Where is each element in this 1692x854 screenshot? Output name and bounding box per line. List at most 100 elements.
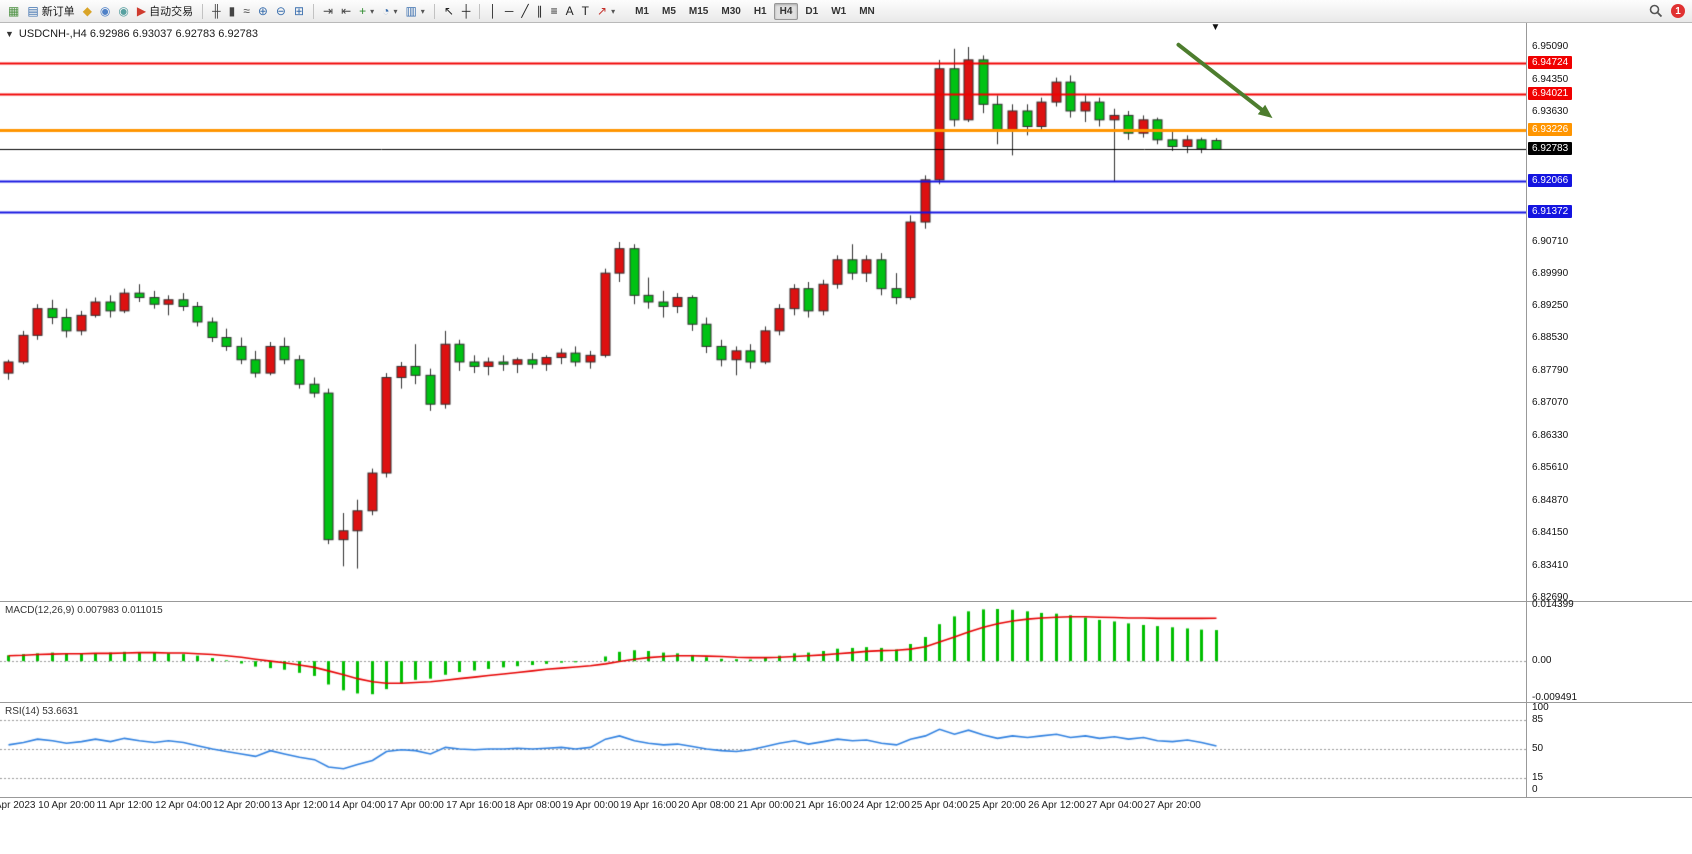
macd-panel: MACD(12,26,9) 0.007983 0.011015 0.014399… bbox=[0, 599, 1692, 704]
rsi-canvas[interactable] bbox=[0, 703, 1526, 797]
crosshair-icon: ┼ bbox=[461, 4, 471, 18]
timeframe-m5[interactable]: M5 bbox=[662, 5, 676, 17]
time-label: 17 Apr 16:00 bbox=[446, 800, 503, 811]
navigator-button[interactable]: ◉ bbox=[114, 2, 132, 21]
timeframe-h1[interactable]: H1 bbox=[753, 5, 767, 17]
trendline-button[interactable]: ╱ bbox=[517, 2, 532, 21]
templates-button[interactable]: ▥ ▾ bbox=[401, 2, 428, 21]
order-form-icon: ▤ bbox=[27, 4, 39, 18]
cursor-icon: ↖ bbox=[443, 4, 454, 18]
play-icon: ▶ bbox=[136, 4, 147, 18]
cursor-button[interactable]: ↖ bbox=[440, 2, 458, 21]
price-tick: 6.87070 bbox=[1532, 397, 1569, 409]
timeframe-m30[interactable]: M30 bbox=[721, 5, 741, 17]
toolbar-right: 1 bbox=[1649, 4, 1688, 18]
horizontal-line-icon: ─ bbox=[504, 4, 514, 18]
rsi-level: 100 bbox=[1532, 702, 1549, 713]
macd-tick: -0.009491 bbox=[1532, 692, 1578, 704]
data-window-button[interactable]: ◉ bbox=[96, 2, 114, 21]
price-tick: 6.86330 bbox=[1532, 430, 1569, 442]
chart-title-text: USDCNH-,H4 6.92986 6.93037 6.92783 6.927… bbox=[18, 28, 259, 40]
macd-tick: 0.00 bbox=[1532, 655, 1552, 667]
zoom-out-button[interactable]: ⊖ bbox=[272, 2, 290, 21]
timeframe-d1[interactable]: D1 bbox=[805, 5, 819, 17]
rsi-level: 50 bbox=[1532, 743, 1544, 754]
auto-trading-button[interactable]: ▶ 自动交易 bbox=[133, 2, 197, 21]
bid-price-label: 6.92783 bbox=[1528, 142, 1573, 156]
rsi-level: 85 bbox=[1532, 714, 1544, 726]
window-footer bbox=[0, 814, 1692, 853]
price-axis[interactable]: 6.95090 6.94350 6.93630 6.90710 6.89990 6.892… bbox=[1526, 23, 1692, 603]
time-label: 12 Apr 04:00 bbox=[155, 800, 212, 811]
toolbar-buttons: ▦ ▤ 新订单 ◆ ◉ ◉ ▶ 自动交易 ╫ ▮ ≈ ⊕ ⊖ ⊞ ⇥ ⇤ + ▾ ◔ ▾ ▥ ▾ ↖ ┼ │ ─ ╱ ∥ ≡ A T ↗ ▾ bbox=[4, 2, 619, 21]
fibonacci-icon: ≡ bbox=[550, 4, 558, 18]
new-chart-button[interactable]: ▦ bbox=[4, 2, 23, 21]
timeframe-m1[interactable]: M1 bbox=[635, 5, 649, 17]
time-label: 21 Apr 00:00 bbox=[737, 800, 794, 811]
time-label: 26 Apr 12:00 bbox=[1028, 800, 1085, 811]
line-price-label: 6.93226 bbox=[1528, 122, 1573, 136]
price-tick: 6.83410 bbox=[1532, 559, 1569, 571]
time-label: 13 Apr 12:00 bbox=[271, 800, 328, 811]
timeframe-m15[interactable]: M15 bbox=[688, 5, 709, 17]
zoom-out-icon: ⊖ bbox=[275, 4, 286, 18]
macd-canvas[interactable] bbox=[0, 602, 1526, 702]
main-chart-panel: ▼ ▼ USDCNH-,H4 6.92986 6.93037 6.92783 6… bbox=[0, 22, 1692, 603]
auto-scroll-button[interactable]: ⇥ bbox=[319, 2, 337, 21]
market-watch-icon: ◆ bbox=[82, 4, 92, 18]
time-label: 14 Apr 04:00 bbox=[329, 800, 386, 811]
text-button[interactable]: A bbox=[562, 2, 578, 21]
line-chart-icon: ≈ bbox=[243, 4, 250, 18]
price-tick: 6.88530 bbox=[1532, 332, 1569, 344]
timeframe-w1[interactable]: W1 bbox=[831, 5, 847, 17]
chart-menu-icon[interactable]: ▼ bbox=[5, 29, 14, 39]
vertical-line-icon: │ bbox=[489, 4, 497, 18]
timeframe-h4[interactable]: H4 bbox=[773, 2, 799, 20]
chart-window-icon: ▦ bbox=[8, 4, 20, 18]
toolbar: ▦ ▤ 新订单 ◆ ◉ ◉ ▶ 自动交易 ╫ ▮ ≈ ⊕ ⊖ ⊞ ⇥ ⇤ + ▾ ◔ ▾ ▥ ▾ ↖ ┼ │ ─ ╱ ∥ ≡ A T ↗ ▾ M… bbox=[0, 0, 1692, 23]
price-tick: 6.94350 bbox=[1532, 73, 1569, 85]
horizontal-line-button[interactable]: ─ bbox=[501, 2, 518, 21]
notification-badge[interactable]: 1 bbox=[1671, 4, 1685, 18]
time-label: 24 Apr 12:00 bbox=[853, 800, 910, 811]
fibonacci-button[interactable]: ≡ bbox=[547, 2, 562, 21]
price-tick: 6.84870 bbox=[1532, 495, 1569, 507]
indicators-button[interactable]: + ▾ bbox=[355, 2, 378, 21]
chart-window: ▼ ▼ USDCNH-,H4 6.92986 6.93037 6.92783 6… bbox=[0, 23, 1692, 853]
line-price-label: 6.91372 bbox=[1528, 205, 1573, 219]
search-icon[interactable] bbox=[1649, 4, 1663, 18]
trendline-icon: ╱ bbox=[521, 4, 529, 18]
tile-windows-button[interactable]: ⊞ bbox=[290, 2, 308, 21]
zoom-in-button[interactable]: ⊕ bbox=[254, 2, 272, 21]
chevron-down-icon: ▾ bbox=[370, 6, 375, 16]
arrows-button[interactable]: ↗ ▾ bbox=[593, 2, 619, 21]
scroll-anchor-icon: ▼ bbox=[1210, 22, 1221, 33]
main-chart-canvas[interactable] bbox=[0, 23, 1526, 601]
macd-axis[interactable]: 0.014399 0.00 -0.009491 bbox=[1526, 599, 1692, 704]
price-tick: 6.90710 bbox=[1532, 235, 1569, 247]
vertical-line-button[interactable]: │ bbox=[485, 2, 501, 21]
bar-chart-button[interactable]: ╫ bbox=[208, 2, 225, 21]
new-order-button-label: 新订单 bbox=[41, 6, 75, 18]
channel-button[interactable]: ∥ bbox=[533, 2, 547, 21]
auto-trading-button-label: 自动交易 bbox=[149, 6, 194, 18]
crosshair-button[interactable]: ┼ bbox=[458, 2, 475, 21]
line-price-label: 6.94724 bbox=[1528, 56, 1573, 70]
periods-button[interactable]: ◔ ▾ bbox=[378, 2, 401, 21]
template-icon: ▥ bbox=[405, 4, 417, 18]
line-price-label: 6.92066 bbox=[1528, 174, 1573, 188]
candlestick-chart-button[interactable]: ▮ bbox=[225, 2, 240, 21]
macd-label: MACD(12,26,9) 0.007983 0.011015 bbox=[5, 605, 163, 616]
toolbar-separator bbox=[433, 3, 435, 19]
rsi-axis[interactable]: 100 85 50 15 0 bbox=[1526, 702, 1692, 797]
new-order-button[interactable]: ▤ 新订单 bbox=[23, 2, 78, 21]
text-label-button[interactable]: T bbox=[578, 2, 593, 21]
time-label: 17 Apr 00:00 bbox=[387, 800, 444, 811]
market-watch-button[interactable]: ◆ bbox=[79, 2, 96, 21]
indicator-plus-icon: + bbox=[359, 4, 367, 18]
chart-shift-button[interactable]: ⇤ bbox=[337, 2, 355, 21]
timeframe-mn[interactable]: MN bbox=[859, 5, 875, 17]
line-chart-button[interactable]: ≈ bbox=[239, 2, 254, 21]
